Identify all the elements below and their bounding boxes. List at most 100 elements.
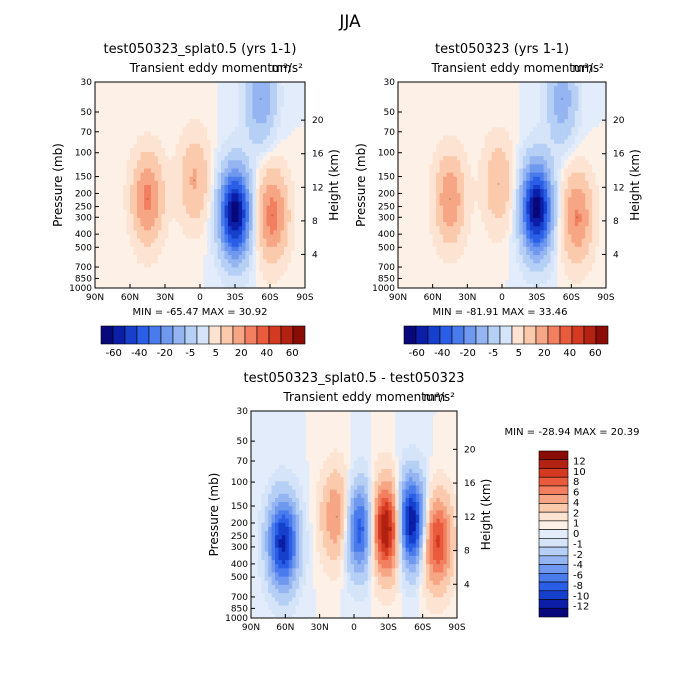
heatmap-cell — [214, 263, 218, 268]
heatmap-cell — [161, 98, 166, 103]
heatmap-cell — [172, 110, 176, 116]
heatmap-cell — [119, 110, 124, 116]
heatmap-cell — [144, 267, 148, 272]
heatmap-cell — [151, 201, 155, 206]
heatmap-cell — [491, 193, 496, 198]
heatmap-cell — [245, 98, 250, 103]
heatmap-cell — [273, 259, 278, 264]
heatmap-cell — [203, 250, 208, 256]
heatmap-cell — [196, 255, 201, 260]
heatmap-cell — [477, 114, 482, 120]
heatmap-cell — [266, 82, 271, 87]
heatmap-cell — [217, 164, 222, 169]
heatmap-cell — [193, 234, 197, 239]
heatmap-cell — [291, 201, 295, 206]
heatmap-cell — [196, 147, 201, 153]
heatmap-cell — [193, 283, 197, 289]
heatmap-cell — [189, 205, 194, 211]
heatmap-cell — [533, 139, 538, 145]
heatmap-cell — [98, 152, 103, 157]
heatmap-cell — [294, 90, 299, 95]
heatmap-cell — [588, 102, 593, 108]
heatmap-cell — [443, 180, 447, 186]
heatmap-cell — [238, 98, 243, 103]
heatmap-cell — [182, 275, 187, 281]
heatmap-cell — [161, 119, 166, 124]
heatmap-cell — [196, 201, 201, 206]
heatmap-cell — [477, 86, 482, 91]
heatmap-cell — [287, 114, 292, 120]
heatmap-cell — [557, 156, 562, 161]
heatmap-cell — [481, 127, 486, 132]
heatmap-cell — [200, 152, 204, 157]
heatmap-cell — [425, 123, 430, 128]
colorbar-box — [148, 325, 162, 345]
heatmap-cell — [522, 185, 527, 190]
heatmap-cell — [123, 234, 127, 239]
heatmap-cell — [189, 156, 194, 161]
heatmap-cell — [256, 152, 260, 157]
heatmap-cell — [95, 123, 99, 128]
heatmap-cell — [484, 86, 489, 91]
heatmap-cell — [564, 172, 569, 178]
heatmap-cell — [228, 209, 232, 215]
heatmap-cell — [189, 213, 194, 219]
heatmap-cell — [505, 176, 510, 182]
heatmap-cell — [470, 139, 475, 145]
heatmap-cell — [477, 131, 482, 136]
heatmap-cell — [498, 201, 503, 206]
heatmap-cell — [578, 102, 583, 108]
heatmap-cell — [137, 259, 141, 264]
heatmap-cell — [119, 180, 124, 186]
heatmap-cell — [207, 263, 211, 268]
heatmap-cell — [450, 172, 454, 178]
heatmap-cell — [182, 279, 187, 285]
heatmap-cell — [224, 82, 229, 87]
heatmap-cell — [456, 152, 461, 157]
heatmap-cell — [519, 189, 524, 194]
heatmap-cell — [175, 114, 180, 120]
heatmap-cell — [567, 160, 572, 165]
heatmap-cell — [105, 176, 110, 182]
heatmap-cell — [446, 131, 451, 136]
heatmap-cell — [165, 127, 169, 132]
heatmap-cell — [130, 230, 134, 235]
heatmap-cell — [422, 168, 427, 174]
heatmap-cell — [207, 209, 211, 215]
heatmap-cell — [102, 193, 106, 198]
heatmap-cell — [301, 180, 306, 186]
heatmap-cell — [245, 164, 250, 169]
heatmap-cell — [182, 90, 187, 95]
heatmap-cell — [529, 123, 534, 128]
heatmap-cell — [446, 135, 451, 141]
heatmap-cell — [98, 176, 103, 182]
heatmap-cell — [105, 234, 110, 239]
heatmap-cell — [491, 168, 496, 174]
heatmap-cell — [175, 275, 180, 281]
heatmap-cell — [536, 180, 541, 186]
heatmap-cell — [256, 259, 260, 264]
heatmap-cell — [429, 193, 434, 198]
heatmap-cell — [168, 86, 173, 91]
heatmap-cell — [154, 250, 159, 256]
heatmap-cell — [284, 180, 288, 186]
heatmap-cell — [238, 156, 243, 161]
heatmap-cell — [467, 209, 472, 215]
heatmap-cell — [602, 114, 607, 120]
heatmap-cell — [221, 234, 225, 239]
heatmap-cell — [270, 102, 274, 108]
heatmap-cell — [411, 205, 416, 211]
heatmap-cell — [193, 213, 197, 219]
heatmap-cell — [564, 127, 569, 132]
heatmap-cell — [456, 94, 461, 99]
heatmap-cell — [270, 201, 274, 206]
heatmap-cell — [602, 82, 607, 87]
heatmap-cell — [242, 255, 246, 260]
heatmap-cell — [273, 246, 278, 252]
heatmap-cell — [560, 143, 565, 149]
heatmap-cell — [294, 160, 299, 165]
heatmap-cell — [109, 189, 113, 194]
heatmap-cell — [95, 127, 99, 132]
heatmap-cell — [200, 180, 204, 186]
heatmap-cell — [470, 127, 475, 132]
